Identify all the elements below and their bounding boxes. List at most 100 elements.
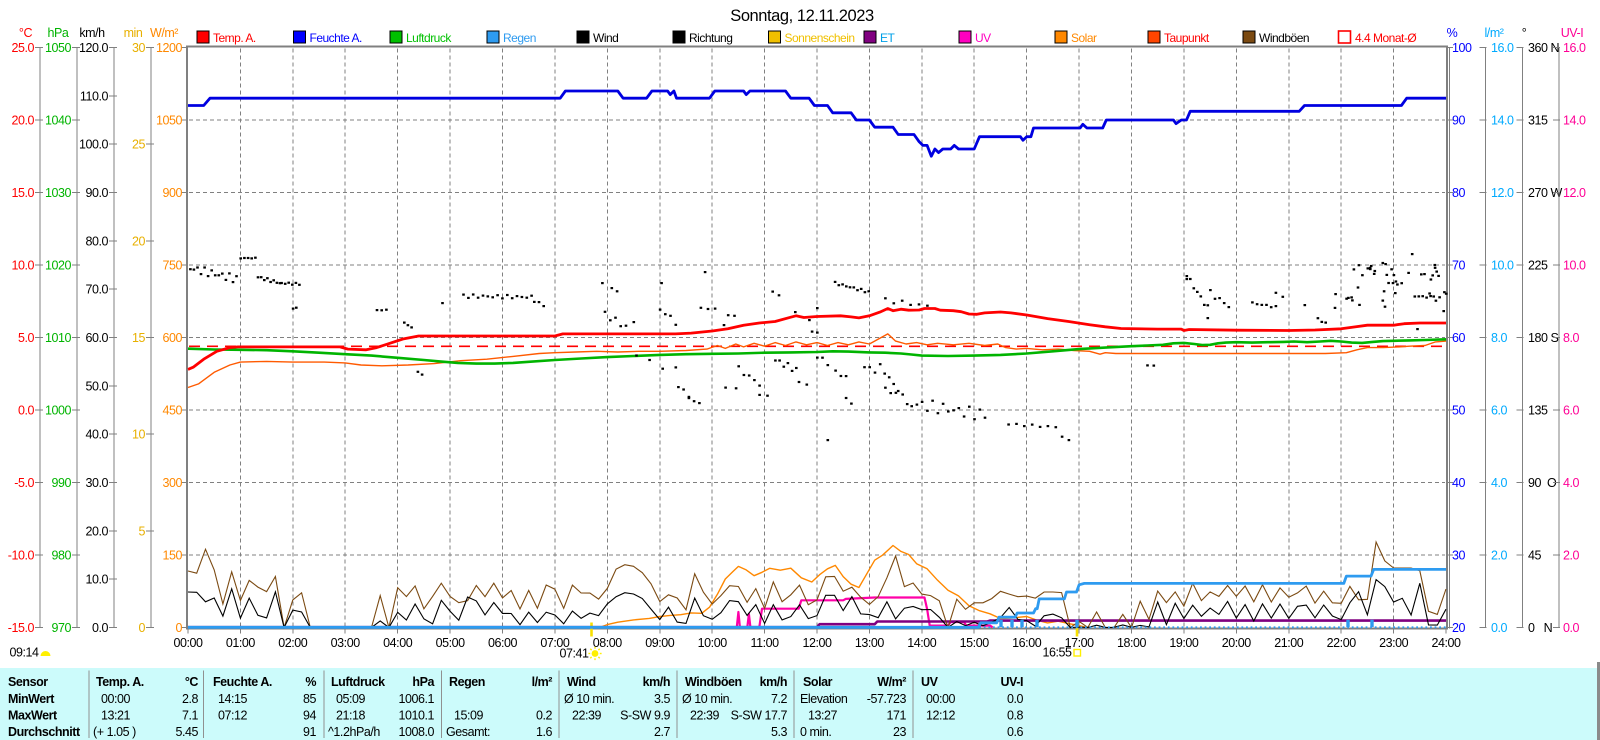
svg-text:Wind: Wind xyxy=(593,31,618,45)
svg-text:min: min xyxy=(124,26,143,40)
svg-text:-57.723: -57.723 xyxy=(867,692,907,706)
svg-text:ET: ET xyxy=(880,31,896,45)
svg-text:Richtung: Richtung xyxy=(689,31,732,45)
svg-text:150: 150 xyxy=(162,549,182,563)
svg-text:90 O: 90 O xyxy=(1528,476,1557,490)
svg-text:0.0: 0.0 xyxy=(1007,692,1024,706)
svg-text:l/m²: l/m² xyxy=(1484,26,1503,40)
svg-text:25: 25 xyxy=(132,138,146,152)
svg-text:14:00: 14:00 xyxy=(907,636,937,650)
svg-text:12:12: 12:12 xyxy=(926,709,956,723)
svg-text:14.0: 14.0 xyxy=(1563,114,1586,128)
svg-text:Durchschnitt: Durchschnitt xyxy=(8,725,81,739)
svg-text:4.0: 4.0 xyxy=(1491,476,1508,490)
svg-text:23:00: 23:00 xyxy=(1379,636,1409,650)
svg-text:15:09: 15:09 xyxy=(454,709,484,723)
svg-text:W/m²: W/m² xyxy=(150,26,178,40)
svg-text:13:21: 13:21 xyxy=(101,709,131,723)
svg-text:1008.0: 1008.0 xyxy=(398,725,434,739)
svg-text:Regen: Regen xyxy=(449,675,485,689)
svg-text:0.2: 0.2 xyxy=(536,709,553,723)
svg-text:970: 970 xyxy=(51,621,71,635)
svg-text:80: 80 xyxy=(1452,186,1466,200)
svg-text:Ø 10 min.: Ø 10 min. xyxy=(564,692,614,706)
svg-text:91: 91 xyxy=(303,725,317,739)
svg-text:°: ° xyxy=(1522,26,1527,40)
svg-text:18:00: 18:00 xyxy=(1117,636,1147,650)
svg-text:600: 600 xyxy=(162,331,182,345)
svg-text:20: 20 xyxy=(1452,621,1466,635)
svg-text:16.0: 16.0 xyxy=(1491,41,1514,55)
svg-text:4.4 Monat-Ø: 4.4 Monat-Ø xyxy=(1355,31,1416,45)
svg-text:7.1: 7.1 xyxy=(182,709,199,723)
svg-text:05:00: 05:00 xyxy=(436,636,466,650)
svg-text:5: 5 xyxy=(138,524,145,538)
svg-text:Sensor: Sensor xyxy=(8,675,48,689)
svg-text:315: 315 xyxy=(1528,114,1548,128)
svg-text:60: 60 xyxy=(1452,331,1466,345)
svg-text:360 N: 360 N xyxy=(1528,41,1560,55)
svg-text:110.0: 110.0 xyxy=(80,89,109,103)
svg-text:0.0: 0.0 xyxy=(1563,621,1580,635)
svg-text:Temp. A.: Temp. A. xyxy=(213,31,256,45)
svg-text:6.0: 6.0 xyxy=(1491,404,1508,418)
svg-text:UV: UV xyxy=(975,31,991,45)
svg-text:23: 23 xyxy=(893,725,907,739)
svg-text:0: 0 xyxy=(138,621,145,635)
svg-text:8.0: 8.0 xyxy=(1563,331,1580,345)
svg-text:-10.0: -10.0 xyxy=(8,549,35,563)
svg-text:171: 171 xyxy=(886,709,906,723)
svg-text:90: 90 xyxy=(1452,114,1466,128)
svg-text:16:00: 16:00 xyxy=(1012,636,1042,650)
svg-text:300: 300 xyxy=(162,476,182,490)
svg-text:0: 0 xyxy=(175,621,182,635)
svg-text:20.0: 20.0 xyxy=(85,524,108,538)
svg-text:4.0: 4.0 xyxy=(1563,476,1580,490)
svg-text:1040: 1040 xyxy=(45,114,72,128)
svg-text:180 S: 180 S xyxy=(1528,331,1559,345)
svg-text:Temp. A.: Temp. A. xyxy=(96,675,144,689)
svg-text:07:00: 07:00 xyxy=(540,636,570,650)
svg-text:07:41: 07:41 xyxy=(559,647,589,661)
svg-text:10.0: 10.0 xyxy=(85,573,108,587)
svg-text:^1.2hPa/h: ^1.2hPa/h xyxy=(328,725,380,739)
svg-text:8.0: 8.0 xyxy=(1491,331,1508,345)
svg-text:Elevation: Elevation xyxy=(800,692,848,706)
svg-text:45: 45 xyxy=(1528,549,1542,563)
svg-text:02:00: 02:00 xyxy=(278,636,308,650)
svg-text:22:39: 22:39 xyxy=(572,709,602,723)
svg-text:UV-I: UV-I xyxy=(1561,26,1584,40)
svg-text:450: 450 xyxy=(162,404,182,418)
svg-text:60.0: 60.0 xyxy=(85,331,108,345)
svg-text:225: 225 xyxy=(1528,259,1548,273)
svg-text:Ø 10 min.: Ø 10 min. xyxy=(682,692,732,706)
svg-text:50.0: 50.0 xyxy=(85,379,108,393)
svg-text:0 min.: 0 min. xyxy=(800,725,831,739)
svg-text:1050: 1050 xyxy=(156,114,183,128)
svg-text:135: 135 xyxy=(1528,404,1548,418)
svg-text:km/h: km/h xyxy=(643,675,670,689)
svg-text:km/h: km/h xyxy=(79,26,105,40)
svg-text:14:15: 14:15 xyxy=(218,692,248,706)
svg-text:2.0: 2.0 xyxy=(1563,549,1580,563)
svg-text:15: 15 xyxy=(132,331,146,345)
svg-text:50: 50 xyxy=(1452,404,1466,418)
svg-text:1020: 1020 xyxy=(45,259,72,273)
svg-text:0.8: 0.8 xyxy=(1007,709,1024,723)
svg-text:-5.0: -5.0 xyxy=(14,476,34,490)
svg-text:1006.1: 1006.1 xyxy=(398,692,434,706)
svg-text:Regen: Regen xyxy=(503,31,536,45)
svg-text:UV: UV xyxy=(921,675,939,689)
svg-text:1200: 1200 xyxy=(156,41,183,55)
svg-text:05:09: 05:09 xyxy=(336,692,366,706)
svg-text:00:00: 00:00 xyxy=(101,692,131,706)
svg-text:5.3: 5.3 xyxy=(771,725,788,739)
svg-text:70: 70 xyxy=(1452,259,1466,273)
svg-text:12.0: 12.0 xyxy=(1491,186,1514,200)
svg-text:17:00: 17:00 xyxy=(1065,636,1095,650)
svg-text:0.6: 0.6 xyxy=(1007,725,1024,739)
svg-text:Taupunkt: Taupunkt xyxy=(1164,31,1210,45)
svg-text:20.0: 20.0 xyxy=(11,114,34,128)
svg-text:%: % xyxy=(1447,26,1458,40)
svg-text:21:00: 21:00 xyxy=(1274,636,1304,650)
